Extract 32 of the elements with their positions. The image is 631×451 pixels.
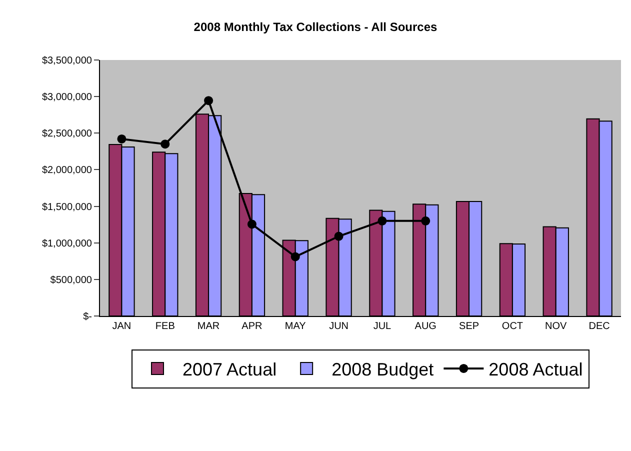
point bbox=[290, 252, 300, 262]
point bbox=[378, 216, 387, 226]
legend-label: 2008 Actual bbox=[488, 360, 583, 380]
y-tick-label: $1,000,000 bbox=[42, 238, 92, 250]
x-tick-label: MAR bbox=[197, 321, 220, 332]
point bbox=[204, 96, 214, 106]
x-tick-label: SEP bbox=[459, 321, 480, 332]
point bbox=[334, 232, 344, 241]
y-tick-label: $1,500,000 bbox=[42, 202, 92, 213]
legend-label: 2007 Actual bbox=[182, 360, 277, 380]
y-tick-label: $3,000,000 bbox=[42, 92, 92, 104]
y-tick-label: $- bbox=[83, 312, 92, 322]
x-tick-label: JAN bbox=[112, 321, 132, 332]
chart-title: 2008 Monthly Tax Collections - All Sources bbox=[194, 20, 438, 34]
x-tick-label: JUL bbox=[373, 321, 392, 332]
point bbox=[247, 220, 256, 229]
y-tick-label: $3,500,000 bbox=[42, 56, 92, 66]
x-tick-label: JUN bbox=[329, 321, 349, 332]
x-tick-label: MAY bbox=[284, 321, 306, 332]
x-tick-label: DEC bbox=[588, 321, 610, 332]
x-tick-label: OCT bbox=[502, 321, 524, 332]
x-tick-label: NOV bbox=[545, 321, 568, 332]
x-tick-label: AUG bbox=[414, 321, 437, 332]
x-tick-label: FEB bbox=[155, 321, 176, 332]
point bbox=[117, 134, 126, 144]
y-tick-label: $2,000,000 bbox=[42, 165, 92, 176]
x-tick-label: APR bbox=[242, 321, 262, 332]
point bbox=[160, 140, 170, 149]
y-tick-label: $2,500,000 bbox=[42, 128, 92, 140]
point bbox=[421, 216, 430, 226]
legend-label: 2008 Budget bbox=[332, 360, 434, 380]
y-tick-label: $500,000 bbox=[50, 274, 92, 286]
